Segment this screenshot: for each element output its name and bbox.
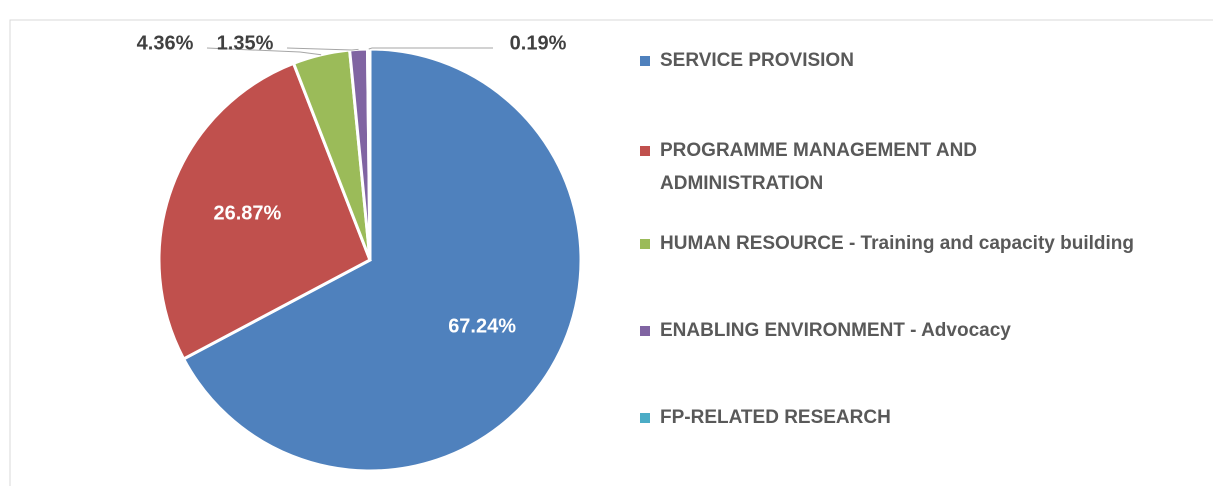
legend-entry: ENABLING ENVIRONMENT - Advocacy [640,314,1140,347]
pie-slice [157,61,372,361]
legend-label: ENABLING ENVIRONMENT - Advocacy [660,320,1011,341]
pie-slice [181,47,583,473]
legend-entry: HUMAN RESOURCE - Training and capacity b… [640,227,1140,260]
legend-label: PROGRAMME MANAGEMENT AND ADMINISTRATION [660,140,978,194]
leader-line [206,47,322,56]
legend-label: SERVICE PROVISION [660,50,854,71]
legend-entry: FP-RELATED RESEARCH [640,401,1140,434]
data-label: 67.24% [448,316,516,338]
legend-entry: PROGRAMME MANAGEMENT AND ADMINISTRATION [640,134,1140,200]
legend-label: HUMAN RESOURCE - Training and capacity b… [660,233,1134,254]
legend-swatch [640,146,650,156]
data-label: 26.87% [213,203,281,225]
legend-swatch [640,56,650,66]
legend-label: FP-RELATED RESEARCH [660,407,891,428]
leader-line [368,47,493,50]
data-label: 4.36% [137,32,194,54]
legend-entry: SERVICE PROVISION [640,44,1140,77]
data-label: 0.19% [510,32,567,54]
data-label: 1.35% [217,32,274,54]
legend-swatch [640,326,650,336]
chart-frame [9,19,1213,486]
legend-swatch [640,239,650,249]
leader-line [286,47,359,51]
legend-swatch [640,413,650,423]
